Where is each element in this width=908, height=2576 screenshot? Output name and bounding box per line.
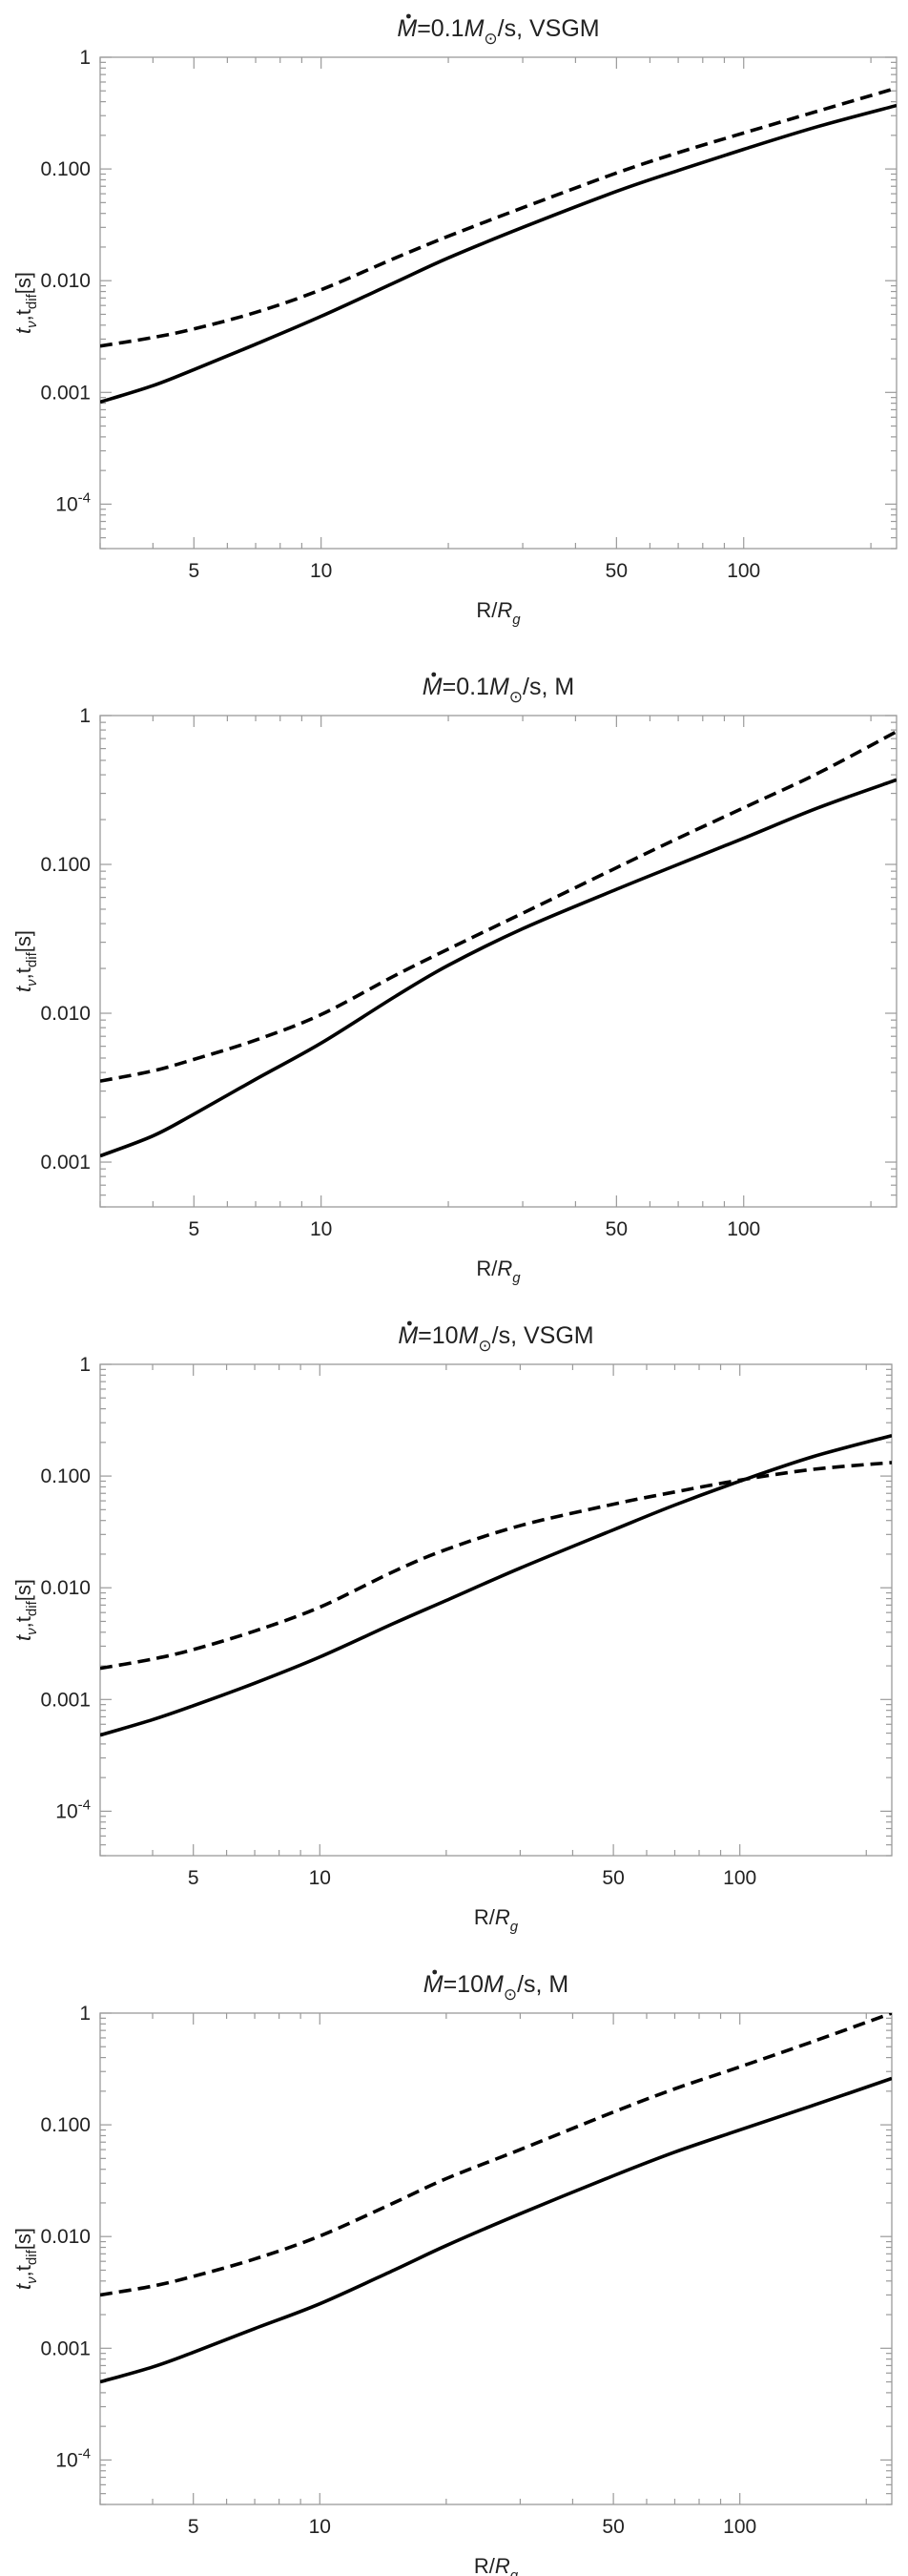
y-tick-label: 10-4 — [55, 489, 91, 515]
y-tick-label: 1 — [79, 1354, 91, 1376]
solid-series-line — [100, 1434, 892, 1737]
x-tick-label: 10 — [310, 560, 332, 582]
chart-title: M=0.1M⊙/s, VSGM — [397, 15, 599, 48]
x-tick-label: 100 — [723, 1867, 756, 1889]
x-tick-label: 50 — [606, 1218, 628, 1240]
y-tick-label: 10-4 — [55, 1797, 91, 1822]
x-tick-label: 10 — [309, 2516, 331, 2538]
x-tick-label: 5 — [188, 560, 199, 582]
x-tick-label: 5 — [188, 1218, 199, 1240]
x-axis-label: R/Rg — [476, 598, 521, 628]
chart-title: M=10M⊙/s, VSGM — [398, 1322, 593, 1355]
x-tick-label: 5 — [188, 1867, 199, 1889]
dashed-series-line — [100, 2013, 892, 2297]
y-tick-label: 0.010 — [40, 1577, 91, 1599]
x-axis-label: R/Rg — [474, 1905, 519, 1935]
chart-panel-1: 5 10 50 100 1 0.100 0.010 0.001 10-4 M=0.1M⊙/s, V… — [11, 13, 898, 628]
y-tick-label: 0.100 — [40, 158, 91, 180]
x-tick-label: 50 — [606, 560, 628, 582]
x-tick-label: 100 — [723, 2516, 756, 2538]
x-tick-label: 50 — [602, 1867, 624, 1889]
y-tick-label: 0.001 — [40, 2337, 91, 2359]
x-tick-label: 5 — [188, 2516, 199, 2538]
y-axis-label: tν,tdif[s] — [11, 2228, 40, 2290]
y-tick-label: 10-4 — [55, 2445, 91, 2471]
chart-panel-4: 5 10 50 100 1 0.100 0.010 0.001 10-4 M=10M⊙/s, M R… — [11, 1969, 893, 2576]
x-tick-label: 100 — [727, 560, 760, 582]
mdot-dot — [432, 1969, 438, 1975]
solid-series-line — [100, 2076, 892, 2384]
dashed-series-line — [100, 730, 897, 1083]
solid-series-line — [100, 778, 897, 1158]
y-axis-label: tν,tdif[s] — [11, 272, 40, 334]
x-tick-label: 100 — [727, 1218, 760, 1240]
y-tick-label: 0.001 — [40, 1152, 91, 1174]
dashed-series-line — [100, 1461, 892, 1671]
y-tick-label: 1 — [79, 705, 91, 727]
solid-series-line — [100, 103, 897, 405]
chart-panel-2: 5 10 50 100 1 0.100 0.010 0.001 M=0.1M⊙/s, M R/Rg… — [11, 672, 898, 1286]
y-axis-label: tν,tdif[s] — [11, 1579, 40, 1641]
dashed-series-line — [100, 86, 897, 348]
y-tick-label: 0.100 — [40, 854, 91, 876]
chart-title: M=10M⊙/s, M — [423, 1971, 569, 2004]
y-tick-label: 1 — [79, 47, 91, 69]
x-axis-label: R/Rg — [474, 2554, 519, 2576]
mdot-dot — [406, 1320, 412, 1326]
y-tick-label: 1 — [79, 2003, 91, 2025]
y-tick-label: 0.010 — [40, 270, 91, 292]
x-axis-label: R/Rg — [476, 1257, 521, 1286]
y-tick-label: 0.010 — [40, 2226, 91, 2248]
x-tick-label: 10 — [309, 1867, 331, 1889]
y-tick-label: 0.001 — [40, 1689, 91, 1711]
y-tick-label: 0.100 — [40, 2114, 91, 2136]
mdot-dot — [431, 672, 437, 677]
mdot-dot — [405, 13, 411, 19]
x-tick-label: 10 — [310, 1218, 332, 1240]
y-tick-label: 0.100 — [40, 1465, 91, 1487]
plot-frame — [99, 2012, 893, 2505]
chart-title: M=0.1M⊙/s, M — [423, 674, 574, 706]
x-tick-label: 50 — [602, 2516, 624, 2538]
plot-frame — [99, 715, 898, 1208]
y-tick-label: 0.010 — [40, 1003, 91, 1025]
plot-frame — [99, 1363, 893, 1857]
y-tick-label: 0.001 — [40, 382, 91, 404]
y-axis-label: tν,tdif[s] — [11, 930, 40, 992]
plot-frame — [99, 56, 898, 550]
chart-panel-3: 5 10 50 100 1 0.100 0.010 0.001 10-4 M=10M⊙/s, VS… — [11, 1320, 893, 1935]
